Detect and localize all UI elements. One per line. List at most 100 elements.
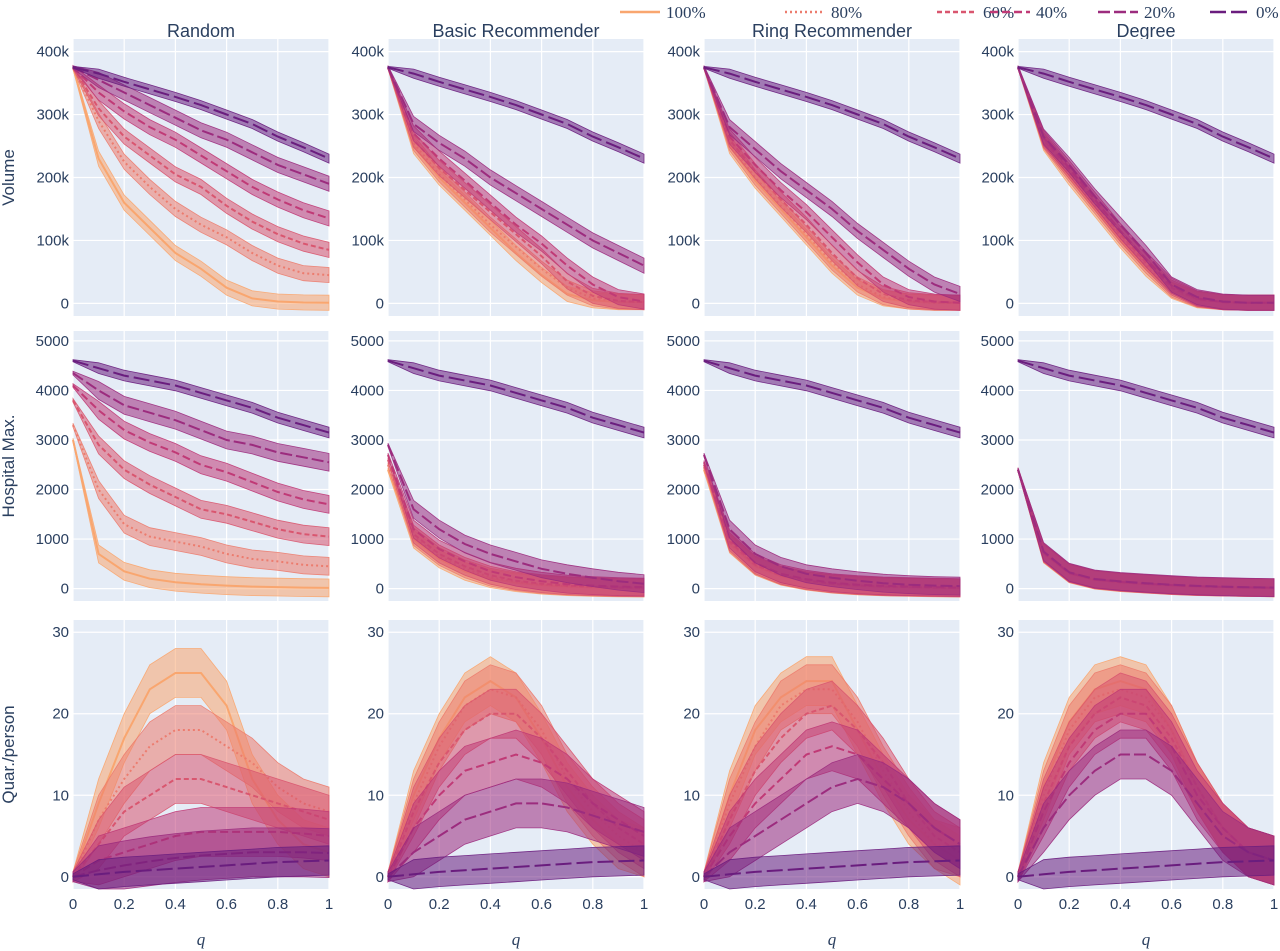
confidence-band: [72, 438, 330, 598]
confidence-band: [72, 65, 330, 192]
x-tick-label: 0.6: [531, 896, 552, 913]
legend-label: 60%: [983, 3, 1014, 22]
y-tick-label: 30: [367, 624, 384, 641]
series-line: [72, 778, 330, 878]
x-tick-label: 0.6: [847, 896, 868, 913]
y-tick-label: 2000: [981, 482, 1014, 499]
confidence-band: [72, 65, 330, 311]
panel: 0 100k 200k 300k 400k: [36, 39, 330, 316]
row-label: Quar./person: [0, 705, 18, 803]
y-tick-label: 1000: [981, 531, 1014, 548]
x-tick-label: 0: [69, 896, 77, 913]
y-tick-label: 300k: [36, 107, 69, 124]
confidence-band: [72, 65, 330, 284]
series-line: [387, 66, 645, 303]
series-line: [387, 66, 645, 267]
y-tick-label: 1000: [36, 531, 69, 548]
panel: 0 10 20 30 0 0.2 0.4 0.6 0.8 1 q: [683, 620, 964, 949]
x-tick-label: 0.6: [216, 896, 237, 913]
x-tick-label: 0: [384, 896, 392, 913]
column-title: Basic Recommender: [432, 21, 599, 41]
panel: 0 1000 2000 3000 4000 5000: [351, 331, 645, 601]
y-tick-label: 1000: [667, 531, 700, 548]
series-line: [1017, 66, 1275, 160]
legend: 100% 80% 60% 40% 20% 0%: [620, 3, 1279, 22]
series-line: [703, 66, 961, 160]
y-tick-label: 0: [692, 295, 700, 312]
confidence-band: [72, 359, 330, 439]
x-tick-label: 0.2: [429, 896, 450, 913]
confidence-band: [72, 65, 330, 164]
y-tick-label: 0: [61, 295, 69, 312]
confidence-band: [1017, 467, 1275, 597]
x-tick-label: 0.6: [1161, 896, 1182, 913]
y-tick-label: 1000: [351, 531, 384, 548]
panel: 0 1000 2000 3000 4000 5000: [36, 331, 330, 601]
x-tick-label: 0.8: [267, 896, 288, 913]
y-tick-label: 3000: [981, 432, 1014, 449]
x-tick-label: 0.2: [745, 896, 766, 913]
confidence-band: [1017, 65, 1275, 164]
confidence-band: [72, 397, 330, 546]
y-tick-label: 400k: [667, 44, 700, 61]
confidence-band: [703, 65, 961, 311]
confidence-band: [72, 65, 330, 227]
row-label: Volume: [0, 149, 18, 206]
y-tick-label: 300k: [351, 107, 384, 124]
y-tick-label: 100k: [981, 232, 1014, 249]
x-axis-label: q: [828, 930, 837, 949]
series-line: [387, 66, 645, 304]
y-tick-label: 100k: [667, 232, 700, 249]
series-line: [387, 66, 645, 160]
series-line: [703, 745, 961, 878]
y-tick-label: 30: [683, 624, 700, 641]
series-line: [1017, 66, 1274, 304]
panel: 0 100k 200k 300k 400k: [667, 39, 961, 316]
series-line: [72, 399, 330, 538]
x-axis-label: q: [197, 930, 206, 949]
y-tick-label: 0: [1006, 869, 1014, 886]
panel: 0 1000 2000 3000 4000 5000: [981, 331, 1275, 601]
x-tick-label: 0: [1014, 896, 1022, 913]
series-line: [703, 777, 961, 878]
series-line: [387, 359, 645, 434]
series-line: [72, 859, 330, 878]
x-tick-label: 0.4: [480, 896, 501, 913]
y-tick-label: 300k: [667, 107, 700, 124]
y-tick-label: 200k: [36, 170, 69, 187]
series-line: [703, 66, 961, 304]
confidence-band: [1017, 65, 1275, 311]
x-tick-label: 1: [1270, 896, 1278, 913]
y-tick-label: 2000: [36, 482, 69, 499]
panel-grid: Random Basic Recommender Ring Recommender D…: [0, 21, 1278, 949]
series-line: [72, 66, 330, 277]
y-tick-label: 3000: [36, 432, 69, 449]
legend-label: 0%: [1256, 3, 1279, 22]
x-tick-label: 0.2: [1059, 896, 1080, 913]
x-tick-label: 1: [640, 896, 648, 913]
series-line: [703, 66, 961, 295]
series-line: [387, 802, 645, 878]
y-tick-label: 5000: [36, 333, 69, 350]
y-tick-label: 5000: [981, 333, 1014, 350]
y-tick-label: 400k: [36, 44, 69, 61]
y-tick-label: 3000: [667, 432, 700, 449]
y-tick-label: 200k: [351, 170, 384, 187]
row-label: Hospital Max.: [0, 415, 18, 518]
series-line: [703, 859, 961, 878]
panel: 0 10 20 30 0 0.2 0.4 0.6 0.8 1 q: [997, 620, 1278, 949]
y-tick-label: 400k: [981, 44, 1014, 61]
x-tick-label: 1: [956, 896, 964, 913]
y-tick-label: 20: [997, 706, 1014, 723]
confidence-band: [1017, 359, 1275, 439]
series-line: [72, 66, 330, 220]
confidence-band: [72, 382, 330, 514]
series-line: [703, 359, 961, 434]
series-line: [72, 372, 330, 464]
y-tick-label: 400k: [351, 44, 384, 61]
confidence-band: [387, 65, 645, 164]
y-tick-label: 10: [367, 787, 384, 804]
panel: 0 100k 200k 300k 400k: [351, 39, 645, 316]
x-tick-label: 0.4: [796, 896, 817, 913]
x-tick-label: 0.2: [114, 896, 135, 913]
